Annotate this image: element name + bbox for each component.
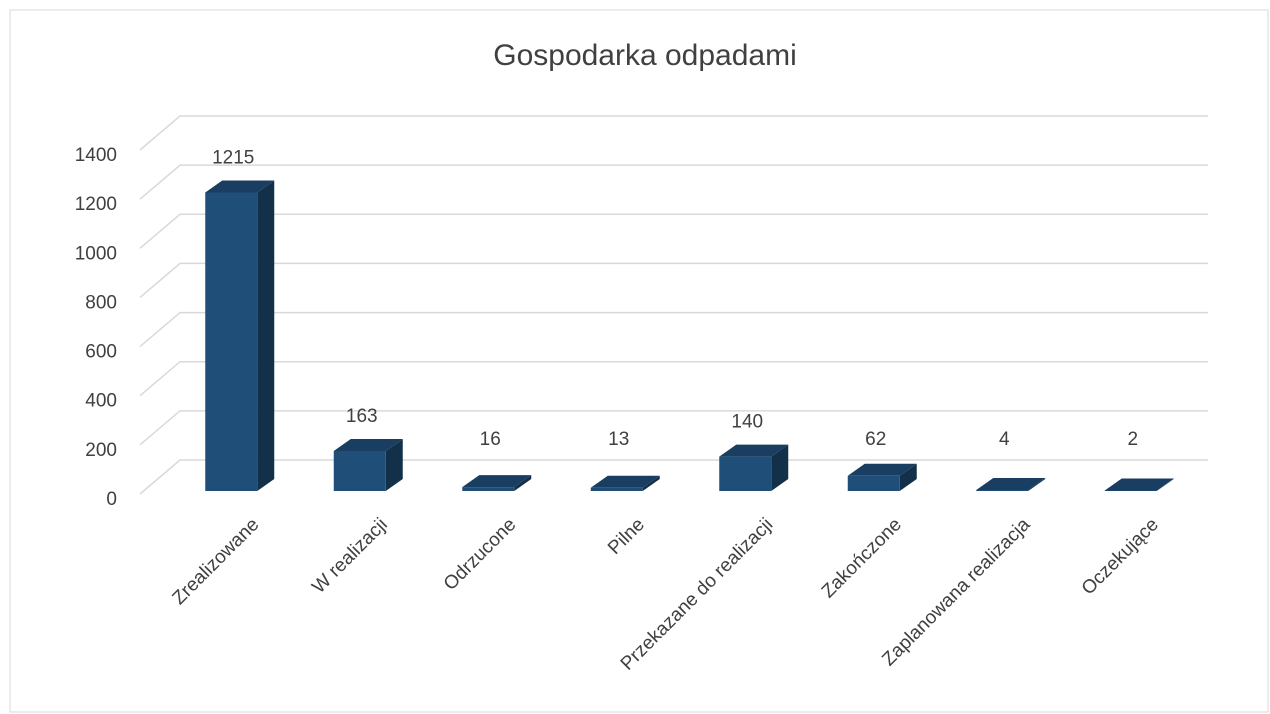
bar-top xyxy=(462,475,532,488)
y-tick-label: 200 xyxy=(85,440,117,461)
bar-top xyxy=(1104,478,1174,491)
grid-line xyxy=(139,410,1208,446)
bar-side xyxy=(514,475,532,491)
y-tick-label: 1400 xyxy=(75,145,117,166)
y-tick-label: 1000 xyxy=(75,243,117,264)
bar-front xyxy=(976,490,1029,491)
bar xyxy=(205,180,275,491)
data-label: 4 xyxy=(999,429,1010,450)
bar-front xyxy=(333,450,386,491)
y-tick-label: 400 xyxy=(85,391,117,412)
bar-side xyxy=(257,180,275,491)
grid-line xyxy=(139,311,1208,348)
grid-line xyxy=(139,213,1208,249)
bar-front xyxy=(719,456,772,491)
bar xyxy=(1104,478,1174,491)
bar xyxy=(719,444,789,491)
chart-title: Gospodarka odpadami xyxy=(493,39,797,72)
y-tick-label: 600 xyxy=(85,342,117,363)
bar-side xyxy=(1028,478,1046,491)
grid-line xyxy=(139,115,1208,151)
bar xyxy=(847,463,917,491)
bar-top xyxy=(847,463,917,476)
data-label: 2 xyxy=(1127,429,1138,450)
bar-side xyxy=(385,438,403,491)
grid-line xyxy=(139,459,1208,495)
data-label: 1215 xyxy=(212,147,254,168)
bar-top xyxy=(719,444,789,457)
bar-front xyxy=(590,487,643,491)
data-label: 13 xyxy=(608,429,629,450)
bar-side xyxy=(771,444,789,491)
y-tick-label: 1200 xyxy=(75,194,117,215)
bar xyxy=(462,475,532,491)
grid-line xyxy=(139,164,1208,200)
data-label: 16 xyxy=(480,429,501,450)
bar-side xyxy=(642,475,660,491)
bar-top xyxy=(333,438,403,451)
data-label: 163 xyxy=(346,406,378,427)
bar xyxy=(590,475,660,491)
bar-front xyxy=(847,475,900,491)
bar-side xyxy=(899,463,917,491)
bar xyxy=(333,438,403,491)
bar-side xyxy=(1156,478,1174,491)
bar-top xyxy=(590,475,660,488)
y-tick-label: 0 xyxy=(106,489,117,510)
bar-front xyxy=(462,487,515,491)
bar-top xyxy=(976,478,1046,491)
y-tick-label: 800 xyxy=(85,292,117,313)
grid-line xyxy=(139,262,1208,299)
grid-line xyxy=(139,360,1208,397)
bar-top xyxy=(205,180,275,193)
data-label: 140 xyxy=(731,412,763,433)
data-label: 62 xyxy=(865,429,886,450)
bar xyxy=(976,478,1046,491)
bar-front xyxy=(205,192,258,491)
